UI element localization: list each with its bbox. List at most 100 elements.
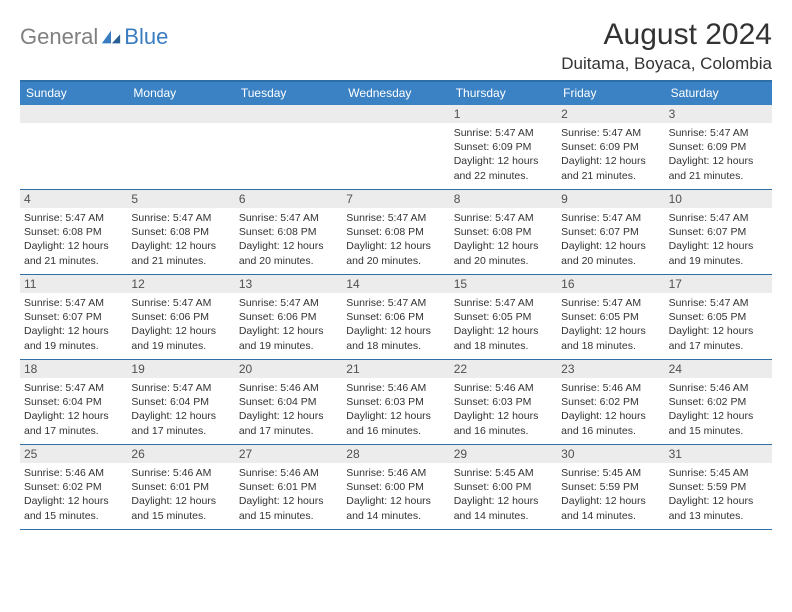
brand-text-general: General: [20, 24, 98, 50]
day-details: Sunrise: 5:47 AMSunset: 6:06 PMDaylight:…: [346, 296, 445, 353]
day-details: Sunrise: 5:47 AMSunset: 6:08 PMDaylight:…: [131, 211, 230, 268]
day-number: 27: [235, 445, 342, 463]
day-number: 9: [557, 190, 664, 208]
calendar-day: 10 Sunrise: 5:47 AMSunset: 6:07 PMDayligh…: [665, 190, 772, 274]
day-details: Sunrise: 5:47 AMSunset: 6:08 PMDaylight:…: [346, 211, 445, 268]
calendar-day: 16 Sunrise: 5:47 AMSunset: 6:05 PMDayligh…: [557, 275, 664, 359]
day-number: 19: [127, 360, 234, 378]
day-details: Sunrise: 5:47 AMSunset: 6:08 PMDaylight:…: [454, 211, 553, 268]
day-details: Sunrise: 5:46 AMSunset: 6:00 PMDaylight:…: [346, 466, 445, 523]
weekday-header: Saturday: [665, 82, 772, 105]
calendar-day: 30 Sunrise: 5:45 AMSunset: 5:59 PMDayligh…: [557, 445, 664, 529]
calendar-week: 11Sunrise: 5:47 AMSunset: 6:07 PMDayligh…: [20, 275, 772, 360]
day-number: 24: [665, 360, 772, 378]
location-text: Duitama, Boyaca, Colombia: [561, 54, 772, 74]
day-details: Sunrise: 5:47 AMSunset: 6:06 PMDaylight:…: [131, 296, 230, 353]
calendar-day: 8Sunrise: 5:47 AMSunset: 6:08 PMDaylight…: [450, 190, 557, 274]
calendar-day: 5 Sunrise: 5:47 AMSunset: 6:08 PMDaylight…: [127, 190, 234, 274]
day-number: 21: [342, 360, 449, 378]
calendar-day: 23 Sunrise: 5:46 AMSunset: 6:02 PMDayligh…: [557, 360, 664, 444]
calendar-week: 4Sunrise: 5:47 AMSunset: 6:08 PMDaylight…: [20, 190, 772, 275]
weekday-header: Tuesday: [235, 82, 342, 105]
logo-sail-icon: [100, 28, 122, 46]
day-details: Sunrise: 5:45 AMSunset: 5:59 PMDaylight:…: [669, 466, 768, 523]
calendar-day: 2Sunrise: 5:47 AMSunset: 6:09 PMDaylight…: [557, 105, 664, 189]
weekday-header: Wednesday: [342, 82, 449, 105]
header: General Blue August 2024 Duitama, Boyaca…: [20, 18, 772, 74]
day-number: 4: [20, 190, 127, 208]
calendar-day: 17Sunrise: 5:47 AMSunset: 6:05 PMDayligh…: [665, 275, 772, 359]
day-number: 14: [342, 275, 449, 293]
weekday-header: Sunday: [20, 82, 127, 105]
calendar-day: 19 Sunrise: 5:47 AMSunset: 6:04 PMDayligh…: [127, 360, 234, 444]
calendar-day: 28 Sunrise: 5:46 AMSunset: 6:00 PMDayligh…: [342, 445, 449, 529]
calendar-day: 15Sunrise: 5:47 AMSunset: 6:05 PMDayligh…: [450, 275, 557, 359]
day-number: 1: [450, 105, 557, 123]
day-number: 17: [665, 275, 772, 293]
day-details: Sunrise: 5:47 AMSunset: 6:04 PMDaylight:…: [24, 381, 123, 438]
day-details: Sunrise: 5:46 AMSunset: 6:01 PMDaylight:…: [239, 466, 338, 523]
calendar-body: 1Sunrise: 5:47 AMSunset: 6:09 PMDaylight…: [20, 105, 772, 530]
day-number: 7: [342, 190, 449, 208]
day-details: Sunrise: 5:47 AMSunset: 6:04 PMDaylight:…: [131, 381, 230, 438]
day-details: Sunrise: 5:46 AMSunset: 6:02 PMDaylight:…: [24, 466, 123, 523]
day-number: 11: [20, 275, 127, 293]
day-number: 18: [20, 360, 127, 378]
day-details: Sunrise: 5:47 AMSunset: 6:08 PMDaylight:…: [239, 211, 338, 268]
day-details: Sunrise: 5:47 AMSunset: 6:07 PMDaylight:…: [669, 211, 768, 268]
day-details: Sunrise: 5:47 AMSunset: 6:09 PMDaylight:…: [669, 126, 768, 183]
brand-text-blue: Blue: [124, 24, 168, 50]
day-details: Sunrise: 5:47 AMSunset: 6:09 PMDaylight:…: [561, 126, 660, 183]
day-details: Sunrise: 5:46 AMSunset: 6:04 PMDaylight:…: [239, 381, 338, 438]
calendar-day: 14 Sunrise: 5:47 AMSunset: 6:06 PMDayligh…: [342, 275, 449, 359]
weekday-header: Thursday: [450, 82, 557, 105]
day-details: Sunrise: 5:47 AMSunset: 6:05 PMDaylight:…: [454, 296, 553, 353]
calendar-day: 27 Sunrise: 5:46 AMSunset: 6:01 PMDayligh…: [235, 445, 342, 529]
day-details: Sunrise: 5:46 AMSunset: 6:03 PMDaylight:…: [346, 381, 445, 438]
title-block: August 2024 Duitama, Boyaca, Colombia: [561, 18, 772, 74]
day-number: 12: [127, 275, 234, 293]
calendar-day: 13Sunrise: 5:47 AMSunset: 6:06 PMDayligh…: [235, 275, 342, 359]
calendar-day-empty: [20, 105, 127, 189]
day-number: 16: [557, 275, 664, 293]
day-details: Sunrise: 5:47 AMSunset: 6:09 PMDaylight:…: [454, 126, 553, 183]
calendar-day: 21 Sunrise: 5:46 AMSunset: 6:03 PMDayligh…: [342, 360, 449, 444]
day-details: Sunrise: 5:47 AMSunset: 6:08 PMDaylight:…: [24, 211, 123, 268]
day-number: [235, 105, 342, 123]
day-details: Sunrise: 5:47 AMSunset: 6:05 PMDaylight:…: [561, 296, 660, 353]
calendar-day: 11Sunrise: 5:47 AMSunset: 6:07 PMDayligh…: [20, 275, 127, 359]
calendar-day: 22 Sunrise: 5:46 AMSunset: 6:03 PMDayligh…: [450, 360, 557, 444]
calendar-day: 7 Sunrise: 5:47 AMSunset: 6:08 PMDaylight…: [342, 190, 449, 274]
page-title: August 2024: [561, 18, 772, 52]
day-number: 20: [235, 360, 342, 378]
day-number: 30: [557, 445, 664, 463]
calendar-week: 1Sunrise: 5:47 AMSunset: 6:09 PMDaylight…: [20, 105, 772, 190]
calendar: SundayMondayTuesdayWednesdayThursdayFrid…: [20, 80, 772, 530]
day-number: 22: [450, 360, 557, 378]
calendar-day: 29Sunrise: 5:45 AMSunset: 6:00 PMDayligh…: [450, 445, 557, 529]
calendar-day: 18 Sunrise: 5:47 AMSunset: 6:04 PMDayligh…: [20, 360, 127, 444]
brand-logo: General Blue: [20, 18, 168, 50]
calendar-day: 3Sunrise: 5:47 AMSunset: 6:09 PMDaylight…: [665, 105, 772, 189]
day-number: 23: [557, 360, 664, 378]
day-number: 5: [127, 190, 234, 208]
day-details: Sunrise: 5:45 AMSunset: 5:59 PMDaylight:…: [561, 466, 660, 523]
weekday-header: Monday: [127, 82, 234, 105]
day-details: Sunrise: 5:46 AMSunset: 6:02 PMDaylight:…: [561, 381, 660, 438]
day-number: [342, 105, 449, 123]
calendar-week: 25Sunrise: 5:46 AMSunset: 6:02 PMDayligh…: [20, 445, 772, 530]
day-number: 31: [665, 445, 772, 463]
calendar-day: 12 Sunrise: 5:47 AMSunset: 6:06 PMDayligh…: [127, 275, 234, 359]
calendar-week: 18Sunrise: 5:47 AMSunset: 6:04 PMDayligh…: [20, 360, 772, 445]
calendar-day: 26Sunrise: 5:46 AMSunset: 6:01 PMDayligh…: [127, 445, 234, 529]
day-number: 28: [342, 445, 449, 463]
calendar-day: 9Sunrise: 5:47 AMSunset: 6:07 PMDaylight…: [557, 190, 664, 274]
day-number: 6: [235, 190, 342, 208]
day-details: Sunrise: 5:46 AMSunset: 6:03 PMDaylight:…: [454, 381, 553, 438]
day-details: Sunrise: 5:47 AMSunset: 6:06 PMDaylight:…: [239, 296, 338, 353]
weekday-header: Friday: [557, 82, 664, 105]
calendar-day: 6 Sunrise: 5:47 AMSunset: 6:08 PMDaylight…: [235, 190, 342, 274]
day-number: 10: [665, 190, 772, 208]
day-number: [127, 105, 234, 123]
calendar-day-empty: [342, 105, 449, 189]
